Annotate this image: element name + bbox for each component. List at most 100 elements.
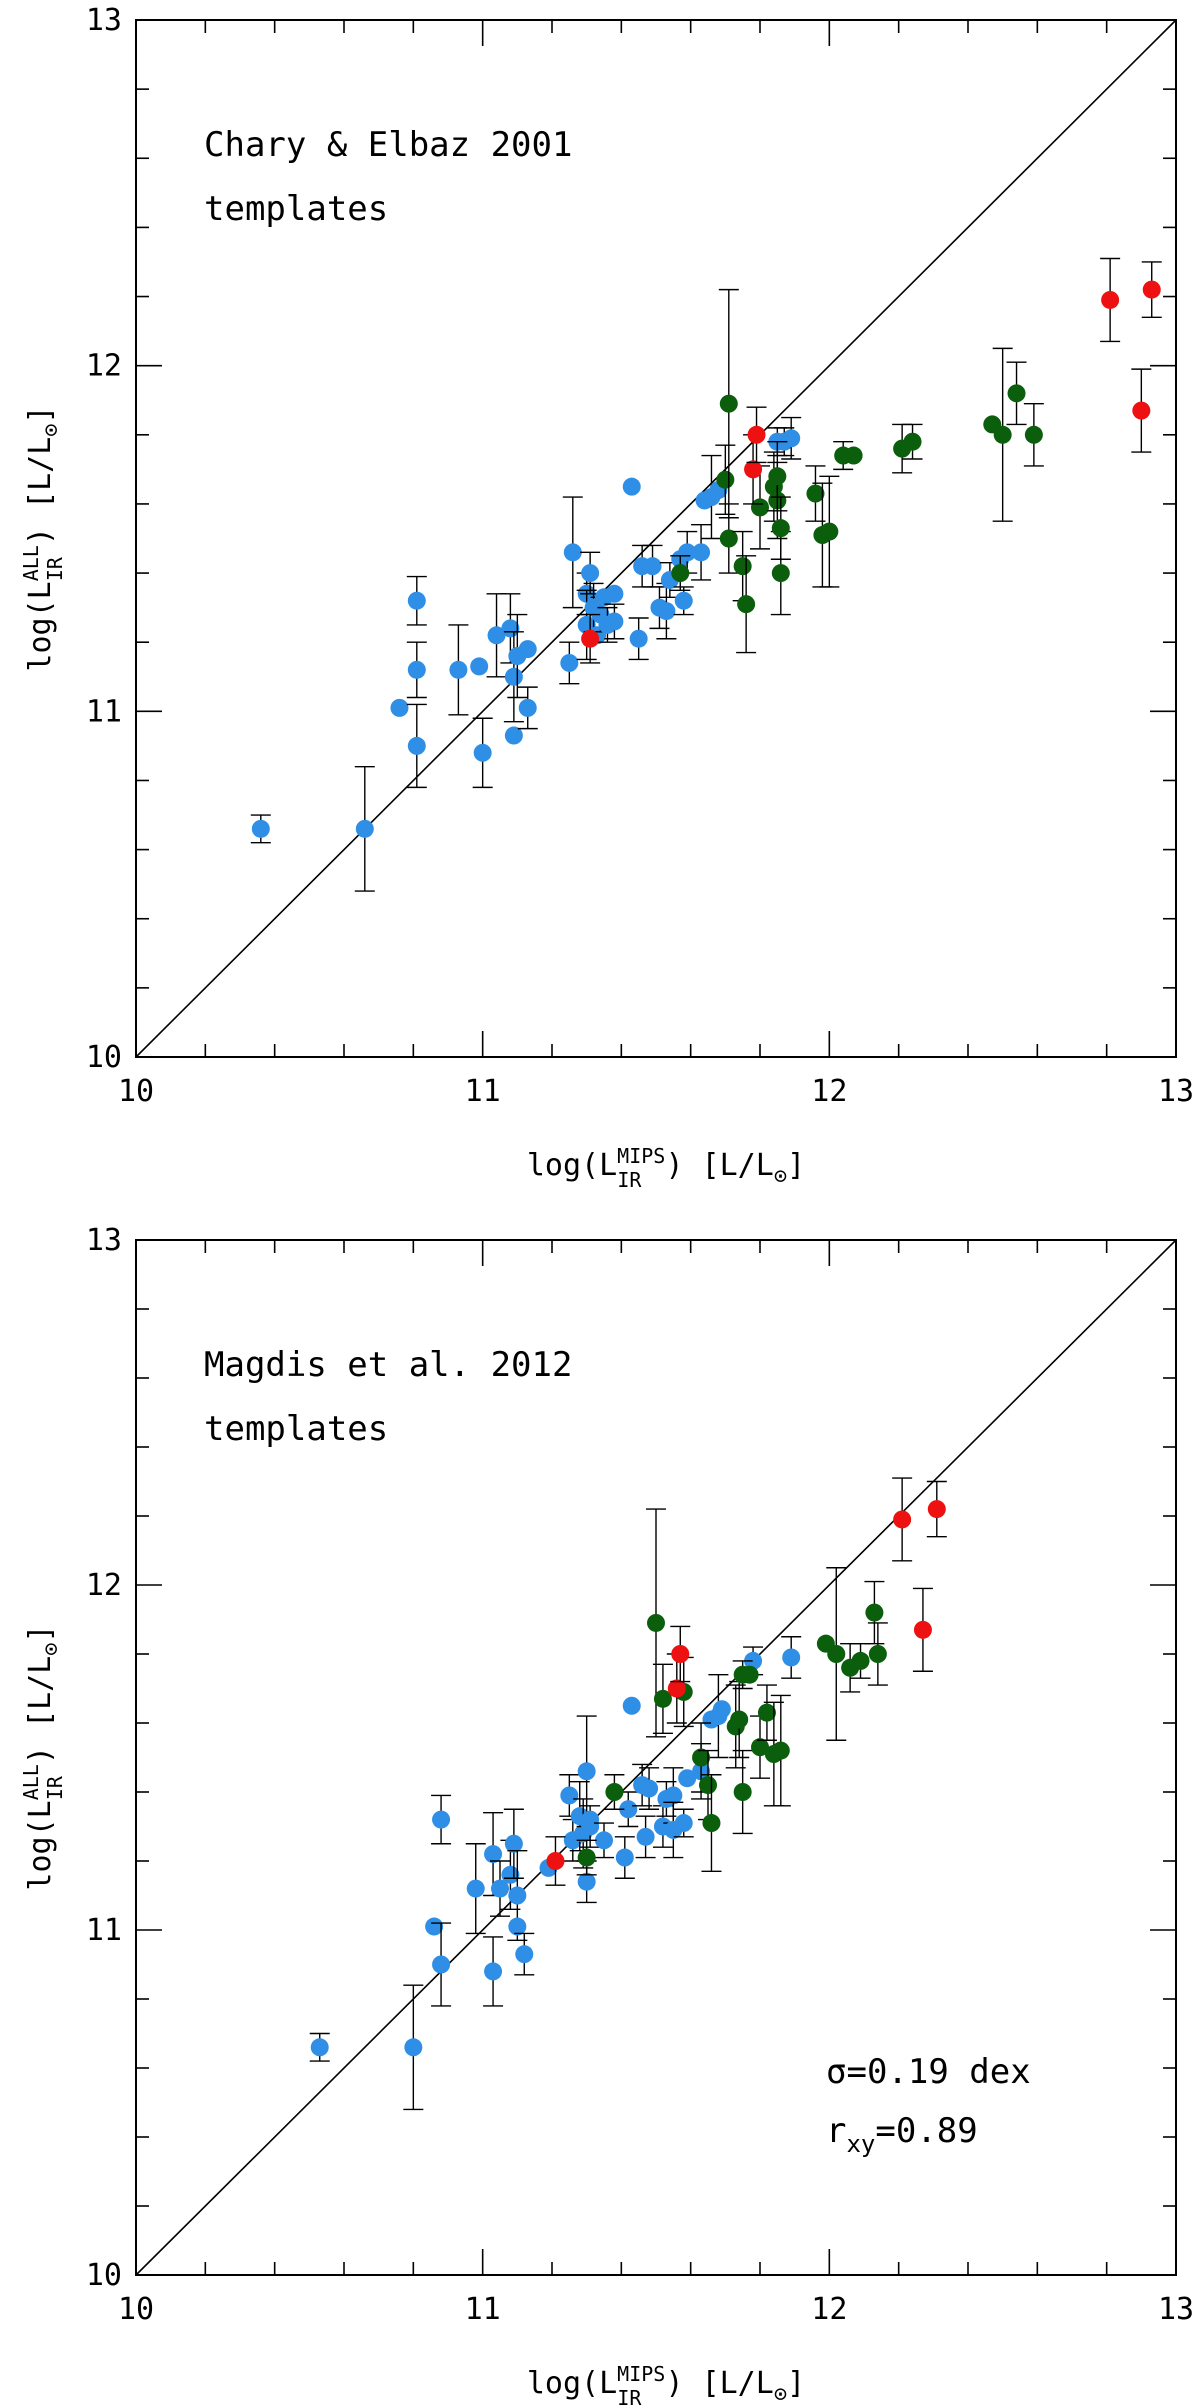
- top-green-point: [737, 595, 756, 614]
- bottom-y-axis-title-suffix: ) [L/L: [23, 1656, 58, 1764]
- bottom-x-tick-label: 12: [811, 2292, 847, 2327]
- top-green-point: [806, 484, 825, 503]
- top-y-axis-title-prefix: log(L: [23, 581, 58, 671]
- top-y-axis-title: log(LALLIR) [L/L⊙]: [19, 405, 67, 671]
- top-blue-point: [605, 612, 624, 631]
- top-green-point: [716, 470, 735, 489]
- bottom-green-point: [692, 1748, 711, 1767]
- bottom-blue-point: [664, 1786, 683, 1805]
- top-red-point: [1142, 280, 1161, 299]
- top-red-point: [1132, 401, 1151, 420]
- bottom-y-axis-title-sub: IR: [43, 1775, 67, 1800]
- bottom-x-tick-label: 11: [465, 2292, 501, 2327]
- top-blue-point: [581, 564, 600, 583]
- bottom-red-point: [927, 1500, 946, 1519]
- top-blue-point: [407, 736, 426, 755]
- bottom-green-point: [699, 1776, 717, 1795]
- bottom-correlation-value: =0.89: [875, 2111, 977, 2151]
- bottom-red-point: [893, 1510, 912, 1529]
- top-blue-point: [449, 660, 468, 679]
- bottom-green-point: [733, 1783, 752, 1801]
- bottom-green-point: [827, 1645, 846, 1663]
- bottom-x-axis-title-close: ]: [787, 2366, 805, 2401]
- bottom-blue-point: [404, 2038, 423, 2057]
- bottom-blue-point: [640, 1779, 659, 1798]
- top-x-axis-title-sup: MIPS: [617, 1144, 665, 1168]
- top-x-axis-title-sub: IR: [617, 1168, 642, 1192]
- bottom-green-point: [751, 1738, 769, 1757]
- bottom-blue-point: [432, 1810, 451, 1829]
- bottom-green-point: [730, 1710, 749, 1729]
- bottom-green-point: [605, 1783, 624, 1801]
- bottom-annotation-line: templates: [204, 1409, 388, 1449]
- bottom-one-to-one-line: [135, 1239, 1177, 2276]
- bottom-green-point: [851, 1651, 870, 1670]
- top-blue-point: [657, 602, 676, 621]
- bottom-green-point: [757, 1703, 776, 1722]
- bottom-blue-point: [484, 1962, 503, 1981]
- bottom-blue-point: [622, 1696, 641, 1715]
- bottom-blue-point: [508, 1886, 527, 1905]
- bottom-x-axis-title-sub: IR: [617, 2386, 642, 2406]
- top-annotation-line: templates: [204, 189, 388, 229]
- bottom-annotation-line: Magdis et al. 2012: [204, 1345, 572, 1385]
- top-green-point: [820, 522, 839, 541]
- top-blue-point: [643, 557, 662, 576]
- bottom-y-tick-label: 12: [86, 1568, 122, 1603]
- top-one-to-one-line: [135, 19, 1177, 1058]
- top-blue-point: [560, 653, 579, 672]
- bottom-x-axis-title-suffix: ) [L/L: [665, 2366, 773, 2401]
- top-y-axis-title-sub: IR: [43, 556, 67, 581]
- top-blue-point: [782, 429, 801, 448]
- top-green-point: [844, 446, 863, 465]
- bottom-blue-point: [678, 1769, 697, 1788]
- bottom-green-point: [653, 1689, 672, 1708]
- bottom-x-axis-title: log(LMIPS IR) [L/L⊙]: [527, 2362, 805, 2406]
- bottom-blue-point: [744, 1651, 763, 1670]
- bottom-blue-point: [310, 2038, 329, 2057]
- top-blue-point: [390, 698, 409, 717]
- top-y-tick-label: 10: [86, 1040, 122, 1075]
- bottom-correlation-prefix: r: [826, 2111, 846, 2151]
- top-y-axis-title-suffix: ) [L/L: [23, 437, 58, 545]
- top-x-tick-label: 12: [811, 1074, 847, 1109]
- bottom-blue-point: [466, 1879, 485, 1898]
- top-x-tick-label: 11: [465, 1074, 501, 1109]
- top-green-point: [1007, 384, 1026, 403]
- top-x-axis-title-close: ]: [787, 1148, 805, 1183]
- bottom-y-axis-title-close: ]: [23, 1624, 58, 1642]
- top-green-point: [671, 564, 690, 583]
- bottom-blue-point: [619, 1800, 638, 1819]
- bottom-red-point: [546, 1852, 565, 1870]
- bottom-blue-point: [782, 1648, 801, 1667]
- top-x-tick-label: 13: [1158, 1074, 1194, 1109]
- bottom-red-point: [913, 1620, 932, 1639]
- top-x-tick-label: 10: [118, 1074, 154, 1109]
- bottom-blue-point: [508, 1917, 527, 1936]
- top-green-point: [771, 564, 790, 583]
- bottom-red-point: [667, 1679, 686, 1698]
- bottom-x-tick-label: 13: [1158, 2292, 1194, 2327]
- bottom-x-axis-title-sun: ⊙: [774, 2382, 787, 2406]
- top-green-point: [719, 394, 738, 413]
- top-blue-point: [518, 640, 537, 659]
- bottom-blue-point: [674, 1814, 693, 1833]
- bottom-y-tick-label: 13: [86, 1223, 122, 1258]
- bottom-blue-point: [491, 1879, 509, 1898]
- bottom-y-tick-label: 10: [86, 2258, 122, 2293]
- bottom-y-tick-label: 11: [86, 1913, 122, 1948]
- top-blue-point: [470, 657, 489, 676]
- top-y-tick-label: 13: [86, 3, 122, 38]
- bottom-y-axis-title-sup: ALL: [19, 1764, 43, 1800]
- top-x-axis-title-sun: ⊙: [774, 1164, 787, 1189]
- bottom-green-point: [740, 1665, 759, 1684]
- top-y-axis-title-sup: ALL: [19, 545, 43, 581]
- bottom-y-axis-title-sun: ⊙: [39, 1642, 64, 1655]
- top-blue-point: [674, 591, 693, 610]
- bottom-y-axis-title-prefix: log(L: [23, 1800, 58, 1890]
- top-red-point: [744, 460, 763, 479]
- top-blue-point: [251, 819, 270, 838]
- top-green-point: [751, 498, 769, 517]
